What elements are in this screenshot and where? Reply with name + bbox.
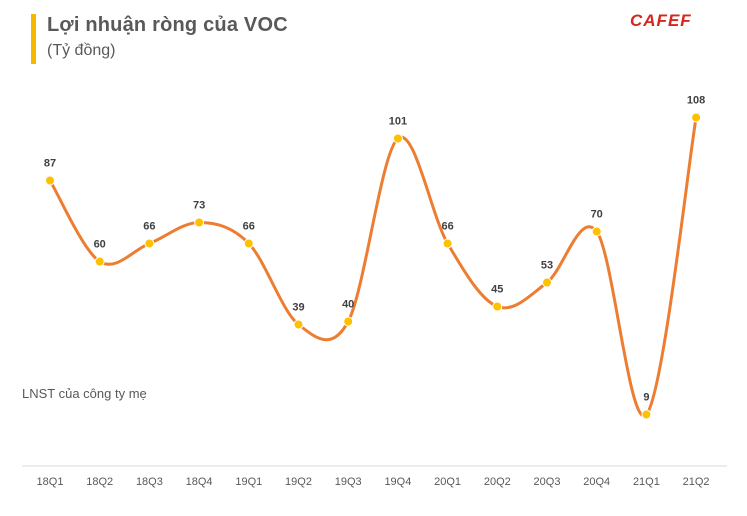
x-tick-20Q1: 20Q1 — [434, 476, 461, 488]
series-layer — [48, 117, 698, 418]
data-point-18Q2 — [94, 256, 105, 267]
data-label-19Q4: 101 — [389, 116, 407, 128]
data-label-19Q2: 39 — [292, 302, 304, 314]
data-label-20Q4: 70 — [591, 209, 603, 221]
series-line — [48, 117, 698, 418]
data-label-20Q3: 53 — [541, 260, 553, 272]
data-point-20Q2 — [492, 301, 503, 312]
data-label-19Q1: 66 — [243, 221, 255, 233]
data-point-21Q2 — [691, 112, 702, 123]
chart-subtitle: (Tỷ đồng) — [47, 42, 116, 59]
x-tick-layer: 18Q1 18Q2 18Q3 18Q4 19Q1 19Q2 19Q3 19Q4 20Q1 20Q2… — [37, 476, 710, 488]
data-point-19Q3 — [343, 316, 354, 327]
x-tick-18Q1: 18Q1 — [37, 476, 64, 488]
data-point-19Q2 — [293, 319, 304, 330]
data-label-21Q1: 9 — [643, 392, 649, 404]
cafef-logo: CAFEF — [630, 11, 692, 30]
data-label-18Q2: 60 — [94, 239, 106, 251]
data-point-20Q1 — [442, 238, 453, 249]
data-point-18Q3 — [144, 238, 155, 249]
chart-title: Lợi nhuận ròng của VOC — [47, 14, 288, 36]
x-tick-20Q2: 20Q2 — [484, 476, 511, 488]
data-label-20Q1: 66 — [441, 221, 453, 233]
x-tick-19Q1: 19Q1 — [235, 476, 262, 488]
x-tick-21Q1: 21Q1 — [633, 476, 660, 488]
data-point-18Q1 — [45, 175, 55, 186]
marker-layer — [45, 112, 702, 420]
data-point-18Q4 — [194, 217, 205, 228]
data-label-18Q3: 66 — [143, 221, 155, 233]
series-label: LNST của công ty mẹ — [22, 386, 147, 401]
x-tick-20Q3: 20Q3 — [534, 476, 561, 488]
x-tick-19Q4: 19Q4 — [384, 476, 411, 488]
x-tick-19Q3: 19Q3 — [335, 476, 362, 488]
data-point-19Q4 — [392, 133, 403, 144]
data-point-20Q4 — [591, 226, 602, 237]
title-accent-bar — [31, 14, 36, 64]
data-label-layer: 87 60 66 73 66 39 40 101 66 45 53 70 9 108 — [44, 95, 705, 404]
x-tick-18Q4: 18Q4 — [186, 476, 213, 488]
data-point-20Q3 — [542, 277, 552, 288]
x-tick-20Q4: 20Q4 — [583, 476, 610, 488]
x-tick-18Q2: 18Q2 — [86, 476, 113, 488]
data-label-18Q4: 73 — [193, 200, 205, 212]
x-tick-21Q2: 21Q2 — [683, 476, 710, 488]
data-label-19Q3: 40 — [342, 299, 354, 311]
data-label-21Q2: 108 — [687, 95, 705, 107]
data-label-20Q2: 45 — [491, 284, 503, 296]
x-tick-18Q3: 18Q3 — [136, 476, 163, 488]
x-tick-19Q2: 19Q2 — [285, 476, 312, 488]
data-label-18Q1: 87 — [44, 158, 56, 170]
data-point-21Q1 — [641, 409, 652, 420]
data-point-19Q1 — [243, 238, 254, 249]
